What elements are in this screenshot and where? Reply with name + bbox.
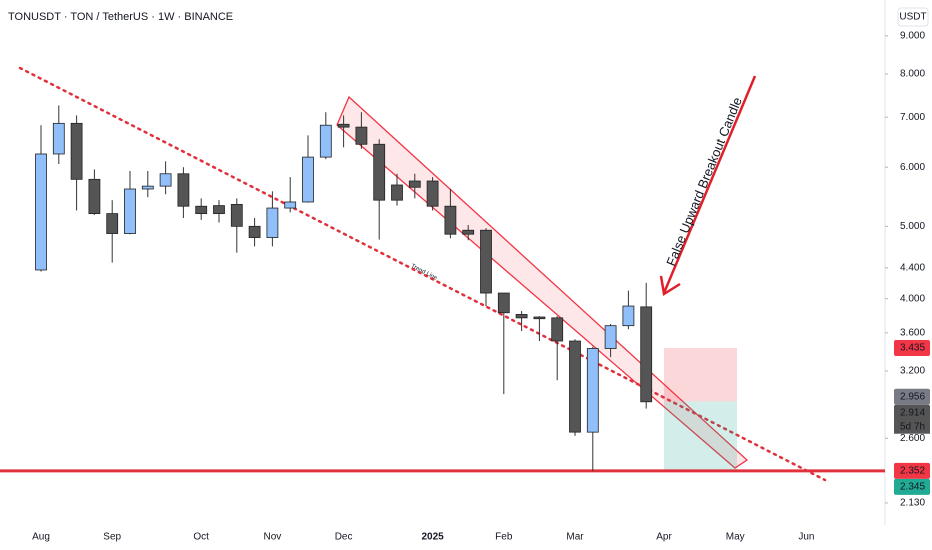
candle-body bbox=[319, 124, 332, 158]
y-tick-label: 9.000 bbox=[900, 30, 925, 41]
currency: USDT bbox=[899, 12, 926, 23]
y-tick-label: 4.400 bbox=[900, 262, 925, 273]
price-label-box bbox=[894, 462, 930, 479]
arrow bbox=[662, 75, 757, 294]
loss-zone bbox=[664, 348, 737, 402]
candle-body bbox=[106, 213, 119, 234]
candle-body bbox=[569, 340, 581, 433]
x-tick-label: Mar bbox=[566, 532, 584, 543]
y-tick-label: 3.600 bbox=[900, 327, 925, 338]
price-label: 2.345 bbox=[900, 481, 925, 492]
y-tick-label: 7.000 bbox=[900, 112, 925, 123]
candle-body bbox=[515, 314, 528, 319]
y-tick-label: 5.000 bbox=[900, 221, 925, 232]
candle-body bbox=[35, 153, 47, 271]
currency-box bbox=[897, 7, 929, 27]
plot bbox=[0, 105, 885, 473]
candle-body bbox=[640, 306, 653, 403]
x-tick-label: Feb bbox=[495, 532, 513, 543]
candle-body bbox=[408, 180, 421, 188]
candle-body bbox=[551, 317, 564, 342]
candle-body bbox=[426, 180, 439, 207]
candle-body bbox=[195, 205, 208, 215]
x-tick-label: Jun bbox=[798, 532, 814, 543]
x-tick-label: Dec bbox=[335, 532, 353, 543]
candle-body bbox=[480, 229, 492, 294]
candle-body bbox=[230, 203, 243, 227]
y-tick-label: 2.600 bbox=[900, 433, 925, 444]
candle-body bbox=[497, 292, 510, 314]
x-tick-label: Aug bbox=[32, 532, 50, 543]
candle-body bbox=[284, 201, 297, 209]
candle-body bbox=[586, 348, 599, 433]
x-tick-label: Nov bbox=[264, 532, 282, 543]
candle-body bbox=[337, 123, 350, 128]
candle-body bbox=[52, 122, 65, 155]
candle-body bbox=[444, 205, 457, 235]
chart-title: TONUSDT · TON / TetherUS · 1W · BINANCE bbox=[8, 11, 233, 23]
price-label: 2.956 bbox=[900, 391, 925, 402]
y-tick-label: 8.000 bbox=[900, 69, 925, 80]
x-tick-label: Oct bbox=[193, 532, 209, 543]
candle-body bbox=[124, 188, 136, 234]
candle-body bbox=[622, 305, 635, 327]
x-tick-label: Apr bbox=[656, 532, 672, 543]
candle-body bbox=[302, 156, 314, 203]
countdown-box bbox=[894, 419, 930, 434]
x-tick-label: Sep bbox=[103, 532, 121, 543]
price-label: 3.435 bbox=[900, 343, 925, 354]
candle-body bbox=[373, 143, 386, 201]
profit-zone bbox=[664, 401, 737, 471]
candle-body bbox=[88, 178, 101, 215]
candle-body bbox=[70, 122, 83, 180]
candle-body bbox=[604, 325, 617, 349]
x-tick-label: May bbox=[726, 532, 745, 543]
x-tick-label: 2025 bbox=[421, 532, 444, 543]
candle-body bbox=[462, 229, 475, 235]
price-label-box bbox=[894, 404, 930, 421]
price-label: 2.352 bbox=[900, 465, 925, 476]
price-label-box bbox=[894, 388, 930, 405]
y-tick-label: 2.130 bbox=[900, 498, 925, 509]
candle-body bbox=[355, 126, 368, 145]
y-tick-label: 3.200 bbox=[900, 366, 925, 377]
price-label-box bbox=[894, 478, 930, 495]
candle-body bbox=[391, 184, 403, 201]
candle-body bbox=[177, 173, 190, 207]
y-tick-label: 4.000 bbox=[900, 293, 925, 304]
candle-body bbox=[248, 225, 261, 238]
price-label: 2.914 bbox=[900, 407, 925, 418]
candle-body bbox=[159, 173, 172, 187]
candle-body bbox=[141, 185, 154, 190]
candle-body bbox=[213, 205, 225, 215]
countdown: 5d 7h bbox=[900, 421, 925, 432]
price-label-box bbox=[894, 340, 930, 357]
y-tick-label: 6.000 bbox=[900, 162, 925, 173]
arrow-head bbox=[659, 275, 681, 297]
candle-body bbox=[533, 316, 546, 320]
candle-body bbox=[266, 207, 279, 238]
